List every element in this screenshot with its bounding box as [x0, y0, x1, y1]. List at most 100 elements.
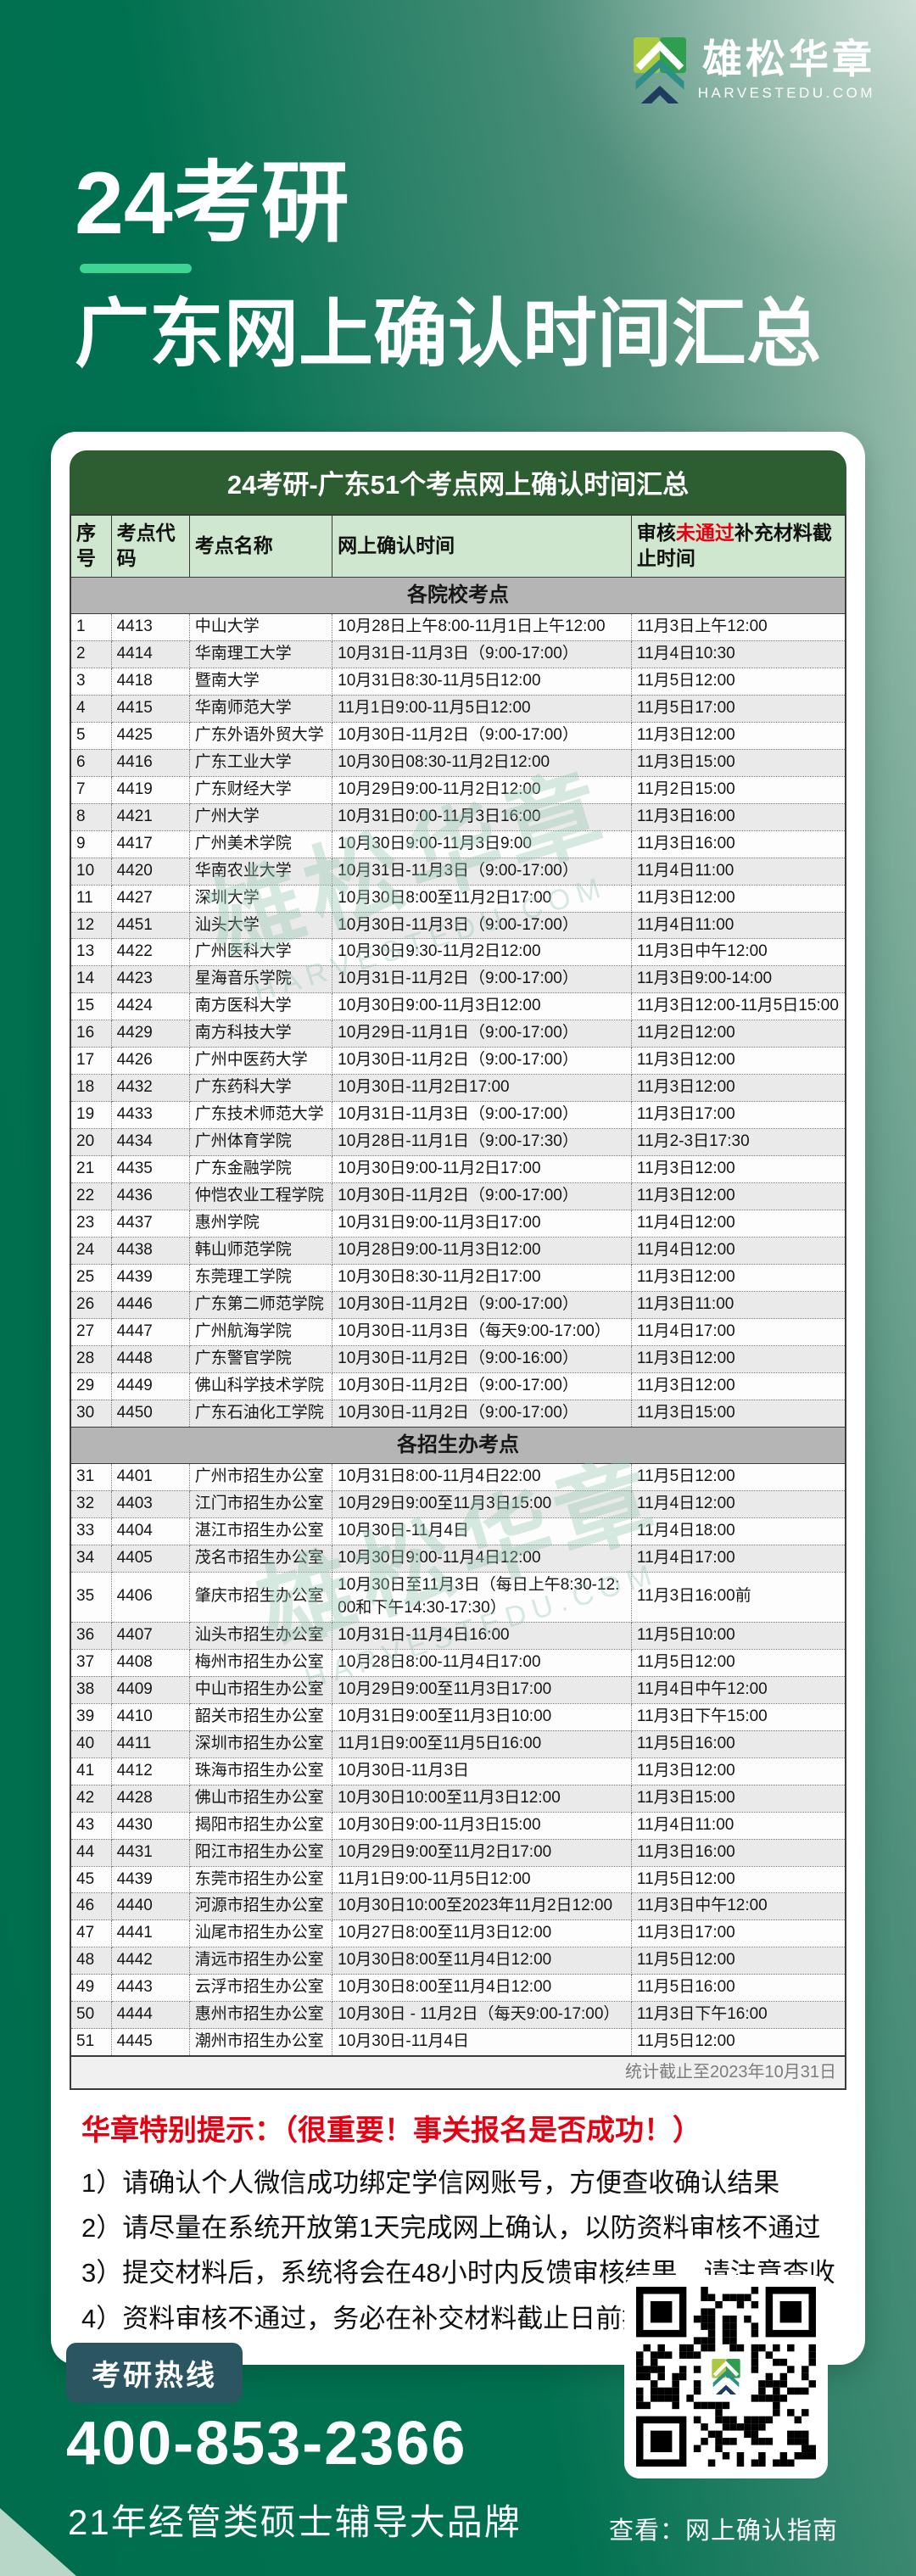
- table-cell: 10月29日9:00-11月2日12:00: [332, 775, 632, 804]
- table-cell: 汕尾市招生办公室: [188, 1919, 333, 1948]
- table-cell: 4403: [110, 1489, 190, 1518]
- table-cell: 佛山市招生办公室: [188, 1784, 333, 1813]
- table-row: 43 4430 揭阳市招生办公室 10月30日9:00-11月3日15:00 11月4日…: [70, 1811, 846, 1840]
- table-cell: 10月30日-11月2日（9:00-17:00）: [332, 721, 632, 750]
- table-cell: 广东外语外贸大学: [188, 721, 333, 750]
- table-cell: 10月30日-11月3日（每天9:00-17:00）: [332, 1318, 632, 1346]
- table-cell: 11月3日12:00: [630, 1047, 846, 1076]
- table-cell: 韶关市招生办公室: [188, 1702, 333, 1731]
- table-cell: 10月28日9:00-11月3日12:00: [332, 1237, 632, 1266]
- table-row: 19 4433 广东技术师范大学 10月31日-11月3日（9:00-17:00） 11…: [70, 1101, 846, 1130]
- brand-slogan: 21年经管类硕士辅导大品牌: [68, 2502, 522, 2542]
- table-row: 13 4422 广州医科大学 10月30日9:30-11月2日12:00 11月3日中午…: [70, 938, 846, 967]
- table-cell: 48: [70, 1947, 112, 1975]
- table-cell: 11月5日10:00: [630, 1621, 846, 1650]
- table-cell: 11月3日16:00: [630, 1838, 846, 1867]
- table-cell: 华南师范大学: [188, 694, 333, 723]
- table-cell: 11月3日12:00: [630, 884, 846, 913]
- table-cell: 10月30日10:00至11月3日12:00: [332, 1784, 632, 1813]
- table-cell: 44: [70, 1838, 112, 1867]
- table-header-row: 序号 考点代码 考点名称 网上确认时间 审核未通过补充材料截止时间: [70, 514, 846, 578]
- table-row: 22 4436 仲恺农业工程学院 10月30日-11月2日（9:00-17:00） 11…: [70, 1182, 846, 1211]
- table-cell: 10月31日-11月3日（9:00-17:00）: [332, 1101, 632, 1130]
- table-cell: 4433: [110, 1101, 190, 1130]
- table-cell: 惠州学院: [188, 1210, 333, 1238]
- table-cell: 4428: [110, 1784, 190, 1813]
- table-row: 23 4437 惠州学院 10月31日9:00-11月3日17:00 11月4日12:0…: [70, 1210, 846, 1238]
- table-cell: 10月30日9:00-11月2日17:00: [332, 1155, 632, 1184]
- table-cell: 10月30日-11月2日（9:00-17:00）: [332, 1399, 632, 1428]
- table-cell: 37: [70, 1648, 112, 1677]
- table-row: 15 4424 南方医科大学 10月30日9:00-11月3日12:00 11月3日12…: [70, 992, 846, 1021]
- table-cell: 11月5日12:00: [630, 1648, 846, 1677]
- content-card: 24考研-广东51个考点网上确认时间汇总 序号 考点代码 考点名称 网上确认时间…: [51, 431, 865, 2365]
- table-cell: 11月4日17:00: [630, 1318, 846, 1346]
- table-row: 7 4419 广东财经大学 10月29日9:00-11月2日12:00 11月2日15:…: [70, 775, 846, 804]
- table-cell: 11月3日9:00-14:00: [630, 965, 846, 994]
- table-cell: 10月30日-11月4日: [332, 2028, 632, 2057]
- table-cell: 韩山师范学院: [188, 1237, 333, 1266]
- table-cell: 4437: [110, 1210, 190, 1238]
- table-cell: 1: [70, 612, 112, 641]
- table-row: 50 4444 惠州市招生办公室 10月30日 - 11月2日（每天9:00-17:0…: [70, 2001, 846, 2030]
- table-cell: 南方科技大学: [188, 1020, 333, 1048]
- table-cell: 12: [70, 911, 112, 940]
- table-cell: 11月4日11:00: [630, 1811, 846, 1840]
- table-cell: 11月3日12:00: [630, 1345, 846, 1373]
- table-cell: 4404: [110, 1517, 190, 1545]
- table-cell: 星海音乐学院: [188, 965, 333, 994]
- table-cell: 4443: [110, 1974, 190, 2003]
- table-cell: 4439: [110, 1264, 190, 1293]
- table-cell: 10月30日9:00-11月3日9:00: [332, 830, 632, 858]
- table-cell: 10月30日9:00-11月4日12:00: [332, 1544, 632, 1573]
- table-row: 12 4451 汕头大学 10月30日-11月3日（9:00-17:00） 11月4日1…: [70, 911, 846, 940]
- table-row: 31 4401 广州市招生办公室 10月31日8:00-11月4日22:00 11月5日…: [70, 1462, 846, 1491]
- table-cell: 10月30日9:00-11月3日12:00: [332, 992, 632, 1021]
- table-cell: 东莞市招生办公室: [188, 1865, 333, 1894]
- page-title-line2: 广东网上确认时间汇总: [75, 292, 822, 377]
- table-cell: 11月4日18:00: [630, 1517, 846, 1545]
- table-row: 32 4403 江门市招生办公室 10月29日9:00至11月3日15:00 11月4日…: [70, 1489, 846, 1518]
- table-cell: 肇庆市招生办公室: [188, 1571, 333, 1623]
- table-cell: 深圳市招生办公室: [188, 1729, 333, 1758]
- table-cell: 11月3日12:00: [630, 1757, 846, 1785]
- table-cell: 10月31日-11月4日16:00: [332, 1621, 632, 1650]
- table-row: 10 4420 华南农业大学 10月31日-11月3日（9:00-17:00） 11月4…: [70, 857, 846, 886]
- table-cell: 10月30日-11月2日（9:00-17:00）: [332, 1372, 632, 1400]
- table-cell: 11月3日17:00: [630, 1101, 846, 1130]
- table-row: 51 4445 潮州市招生办公室 10月30日-11月4日 11月5日12:00: [70, 2028, 846, 2057]
- table-cell: 36: [70, 1621, 112, 1650]
- hotline-phone: 400-853-2366: [66, 2410, 467, 2478]
- table-cell: 10月31日-11月3日（9:00-17:00）: [332, 640, 632, 668]
- table-cell: 4426: [110, 1047, 190, 1076]
- table-cell: 32: [70, 1489, 112, 1518]
- title-accent-bar: [80, 264, 192, 274]
- table-cell: 4419: [110, 775, 190, 804]
- table-row: 3 4418 暨南大学 10月31日8:30-11月5日12:00 11月5日12:00: [70, 667, 846, 696]
- table-cell: 珠海市招生办公室: [188, 1757, 333, 1785]
- table-cell: 30: [70, 1399, 112, 1428]
- table-row: 39 4410 韶关市招生办公室 10月31日9:00至11月3日10:00 11月3日…: [70, 1702, 846, 1731]
- table-cell: 10月30日9:30-11月2日12:00: [332, 938, 632, 967]
- table-cell: 10月30日-11月3日: [332, 1757, 632, 1785]
- table-cell: 广州中医药大学: [188, 1047, 333, 1076]
- table-cell: 10: [70, 857, 112, 886]
- table-cell: 11月2-3日17:30: [630, 1128, 846, 1157]
- stats-note: 统计截止至2023年10月31日: [70, 2055, 846, 2090]
- table-cell: 10月30日8:00至11月2日17:00: [332, 884, 632, 913]
- table-cell: 广东第二师范学院: [188, 1291, 333, 1320]
- table-cell: 10月31日9:00至11月3日10:00: [332, 1702, 632, 1731]
- table-cell: 广东工业大学: [188, 748, 333, 777]
- col-header-name: 考点名称: [188, 514, 333, 578]
- table-cell: 4425: [110, 721, 190, 750]
- table-cell: 4439: [110, 1865, 190, 1894]
- table-cell: 佛山科学技术学院: [188, 1372, 333, 1400]
- table-row: 45 4439 东莞市招生办公室 11月1日9:00-11月5日12:00 11月5日1…: [70, 1865, 846, 1894]
- col-header-deadline-red: 未通过: [675, 521, 734, 544]
- table-cell: 11月3日16:00前: [630, 1571, 846, 1623]
- table-cell: 中山大学: [188, 612, 333, 641]
- table-cell: 10月29日9:00至11月3日15:00: [332, 1489, 632, 1518]
- table-cell: 35: [70, 1571, 112, 1623]
- table-cell: 11月4日10:30: [630, 640, 846, 668]
- table-cell: 11月3日15:00: [630, 1784, 846, 1813]
